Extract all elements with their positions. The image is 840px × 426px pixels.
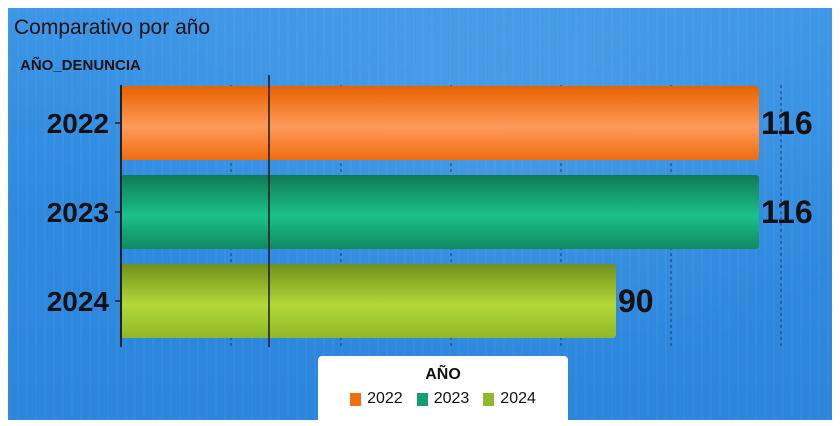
bar-2023[interactable]	[121, 175, 759, 249]
legend-swatch	[416, 392, 428, 406]
category-label-2022: 2022	[47, 108, 109, 139]
y-axis-label: AÑO_DENUNCIA	[20, 57, 141, 74]
chart-title: Comparativo por año	[14, 16, 211, 39]
legend-swatch	[483, 392, 495, 406]
bar-2024[interactable]	[121, 264, 616, 338]
legend-item-2022[interactable]: 2022	[350, 390, 403, 408]
bar-2022[interactable]	[121, 86, 759, 160]
value-label-2024: 90	[618, 283, 654, 319]
chart-panel: Comparativo por año AÑO_DENUNCIA 2022	[8, 8, 832, 420]
value-label-2023: 116	[761, 194, 813, 230]
legend-items: 2022 2023 2024	[318, 390, 568, 408]
legend-item-2024[interactable]: 2024	[483, 390, 536, 408]
labels: 2022 116 2023 116 2024 90	[47, 105, 813, 319]
value-label-2022: 116	[761, 105, 813, 141]
legend-label: 2023	[433, 390, 470, 407]
legend-title: AÑO	[425, 366, 461, 383]
legend-swatch	[350, 392, 362, 406]
category-label-2024: 2024	[47, 286, 110, 317]
legend-label: 2022	[367, 390, 403, 407]
bar-chart: 2022 116 2023 116 2024 90	[47, 75, 813, 347]
legend-item-2023[interactable]: 2023	[416, 390, 470, 408]
bars	[121, 86, 759, 338]
legend-label: 2024	[500, 390, 536, 407]
legend: AÑO 2022 2023 2024	[318, 356, 568, 420]
category-label-2023: 2023	[47, 197, 109, 228]
